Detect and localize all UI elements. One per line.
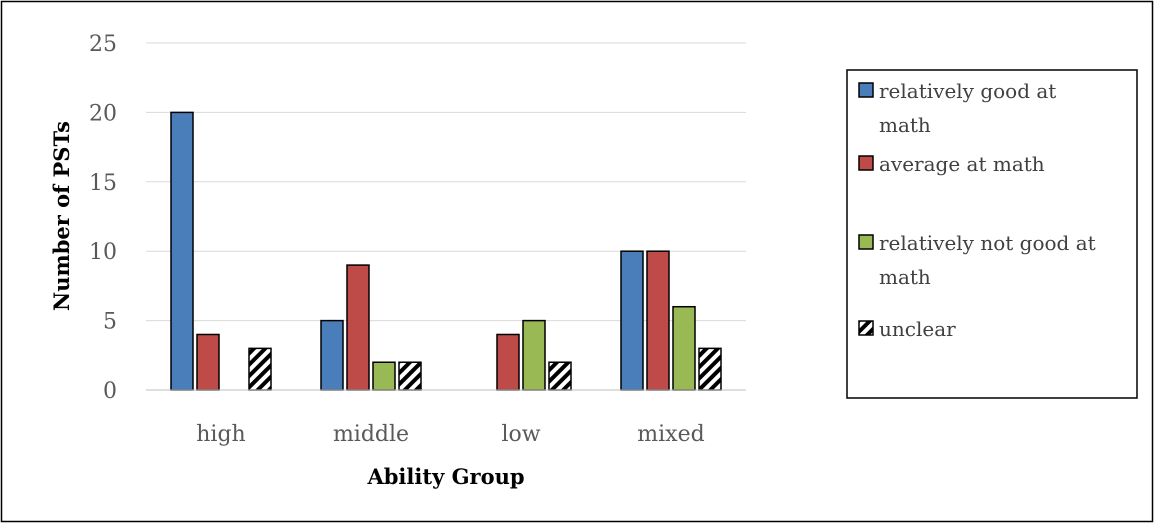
legend-label: average at math — [879, 152, 1045, 176]
legend-label: unclear — [879, 317, 956, 341]
bars — [170, 111, 722, 391]
legend-box — [846, 69, 1138, 399]
bar-middle-series-2 — [346, 264, 370, 391]
legend-label: relatively not good at — [879, 231, 1096, 255]
x-tick-label: mixed — [637, 422, 704, 447]
bar-high-series-1 — [170, 111, 194, 391]
y-tick-label: 10 — [89, 240, 117, 265]
bar-mixed-series-2 — [646, 250, 670, 391]
y-tick-label: 20 — [89, 101, 117, 126]
y-tick-label: 5 — [103, 310, 117, 335]
bar-high-series-4 — [248, 347, 272, 391]
legend-swatch — [858, 82, 874, 98]
bar-high-series-2 — [196, 333, 220, 391]
y-axis-title: Number of PSTs — [49, 121, 74, 311]
bar-low-series-3 — [522, 319, 546, 391]
gridlines — [146, 42, 746, 322]
legend: relatively good at math average at math rel… — [846, 69, 1138, 399]
bar-mixed-series-4 — [698, 347, 722, 391]
legend-label: relatively good at — [879, 79, 1056, 103]
legend-swatch — [858, 320, 874, 336]
legend-swatch — [858, 234, 874, 250]
y-tick-label: 0 — [103, 379, 117, 404]
x-tick-label: middle — [333, 422, 409, 447]
bar-mixed-series-1 — [620, 250, 644, 391]
legend-swatch — [858, 155, 874, 171]
x-tick-label: high — [196, 422, 245, 447]
legend-label: math — [879, 265, 931, 289]
bar-mixed-series-3 — [672, 305, 696, 391]
x-axis-title: Ability Group — [366, 464, 524, 489]
bar-low-series-2 — [496, 333, 520, 391]
y-tick-label: 25 — [89, 32, 117, 57]
y-axis-ticks: 0 5 10 15 20 25 — [89, 32, 117, 404]
x-tick-label: low — [501, 422, 540, 447]
bar-middle-series-1 — [320, 319, 344, 391]
bar-low-series-4 — [548, 361, 572, 391]
bar-middle-series-3 — [372, 361, 396, 391]
bar-middle-series-4 — [398, 361, 422, 391]
x-axis-ticks: high middle low mixed — [196, 422, 704, 447]
legend-label: math — [879, 113, 931, 137]
y-tick-label: 15 — [89, 171, 117, 196]
